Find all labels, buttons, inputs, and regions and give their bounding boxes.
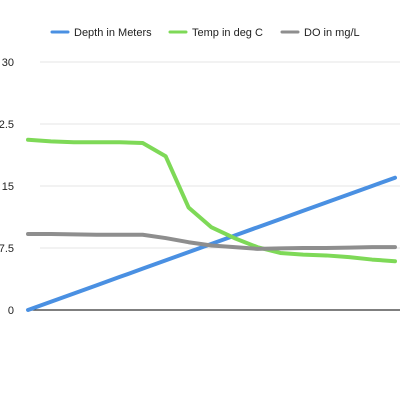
legend-label-2: DO in mg/L <box>304 27 360 39</box>
y-tick-label-1: 7.5 <box>0 243 14 255</box>
y-tick-label-0: 0 <box>8 305 14 317</box>
series-lines <box>26 137 397 312</box>
legend-label-0: Depth in Meters <box>74 27 152 39</box>
y-tick-label-4: 30 <box>2 57 14 69</box>
y-axis-ticks: 0 7.5 15 22.5 30 <box>0 57 14 317</box>
y-tick-label-3: 22.5 <box>0 119 14 131</box>
legend-label-1: Temp in deg C <box>192 27 263 39</box>
y-tick-label-2: 15 <box>2 181 14 193</box>
legend: Depth in Meters Temp in deg C DO in mg/L <box>50 27 360 39</box>
series-line-2 <box>26 231 397 251</box>
gridlines <box>40 61 400 249</box>
series-line-1 <box>26 137 397 264</box>
